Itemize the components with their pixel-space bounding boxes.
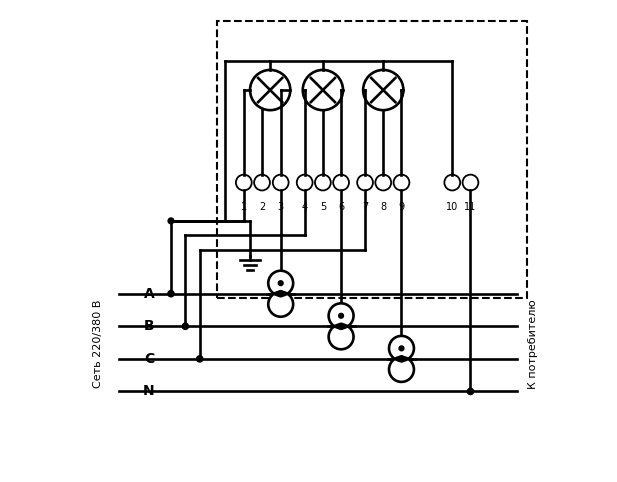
Circle shape [329, 303, 354, 328]
Text: 3: 3 [278, 201, 284, 212]
Text: 5: 5 [320, 201, 326, 212]
Circle shape [338, 323, 344, 329]
Circle shape [278, 291, 284, 297]
Circle shape [168, 218, 174, 224]
Text: N: N [143, 385, 155, 399]
Text: Сеть 220/380 В: Сеть 220/380 В [93, 300, 102, 388]
Text: 10: 10 [446, 201, 458, 212]
Circle shape [339, 313, 344, 318]
Circle shape [182, 323, 188, 329]
Circle shape [168, 291, 174, 297]
Circle shape [399, 356, 405, 362]
Text: 11: 11 [465, 201, 476, 212]
Text: 8: 8 [380, 201, 386, 212]
Circle shape [389, 336, 414, 361]
Text: B: B [144, 319, 154, 333]
Circle shape [329, 324, 354, 349]
Text: 7: 7 [362, 201, 368, 212]
Text: 1: 1 [241, 201, 247, 212]
Text: 6: 6 [338, 201, 344, 212]
Circle shape [467, 388, 474, 395]
Circle shape [389, 357, 414, 382]
Text: 2: 2 [259, 201, 265, 212]
Text: 4: 4 [302, 201, 308, 212]
Circle shape [278, 281, 283, 285]
Text: C: C [144, 352, 154, 366]
Text: К потребителю: К потребителю [528, 299, 538, 389]
Circle shape [268, 271, 293, 295]
Circle shape [399, 346, 404, 351]
Circle shape [268, 292, 293, 317]
Circle shape [197, 356, 203, 362]
Text: 9: 9 [399, 201, 405, 212]
Text: A: A [144, 287, 154, 301]
